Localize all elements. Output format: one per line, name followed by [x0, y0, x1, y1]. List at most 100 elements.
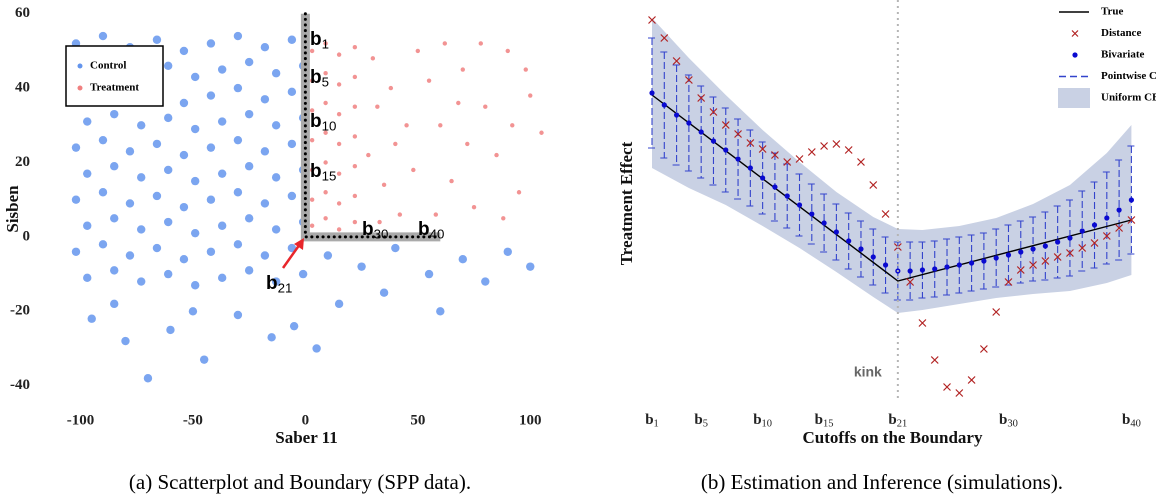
scatter-point: [71, 143, 81, 152]
error-bar: [943, 238, 952, 296]
scatter-point: [309, 137, 315, 143]
scatter-point: [426, 78, 432, 83]
distance-point: [672, 57, 681, 65]
scatter-point: [188, 307, 198, 316]
distance-point: [684, 76, 693, 84]
scatter-point: [260, 251, 270, 260]
scatter-point: [433, 212, 439, 217]
x-tick-label: b5: [694, 412, 708, 430]
scatter-point: [98, 240, 108, 249]
distance-point: [1102, 232, 1111, 240]
scatter-point: [110, 299, 119, 309]
legend-symbol: [1072, 52, 1078, 58]
scatter-point: [323, 190, 328, 195]
bivariate-point: [698, 129, 704, 135]
scatter-point: [166, 325, 175, 335]
scatter-point: [179, 202, 189, 212]
scatter-point: [323, 71, 328, 76]
scatter-point: [233, 83, 243, 93]
scatter-point: [352, 164, 358, 169]
distance-point: [771, 151, 779, 159]
uniform-band: [652, 18, 1132, 313]
scatter-point: [83, 221, 92, 230]
bivariate-point: [1042, 243, 1048, 249]
distance-point: [832, 140, 841, 148]
scatter-point: [352, 134, 358, 139]
bivariate-point: [833, 229, 839, 235]
scatter-point: [516, 190, 522, 195]
y-axis-label: Treatment Effect: [617, 141, 636, 265]
legend-symbol: [1058, 88, 1090, 108]
scatter-point: [352, 193, 358, 199]
error-bar: [881, 236, 890, 294]
legend-symbol: [1071, 30, 1079, 37]
scatter-point: [375, 104, 380, 109]
scatter-point: [393, 141, 398, 147]
legend-label: True: [1101, 6, 1124, 18]
bivariate-point: [821, 220, 827, 226]
scatter-point: [505, 48, 510, 54]
scatter-point: [137, 173, 146, 182]
plots: -100 -50 0 50 100 -40 -20 0 20 40 60 Saber 11 Sisben…: [3, 0, 1156, 494]
distance-point: [930, 356, 939, 364]
x-tick-label: 100: [519, 412, 542, 428]
scatter-point: [481, 277, 490, 286]
scatter-point: [336, 227, 342, 232]
bivariate-point: [968, 260, 975, 266]
bivariate-point: [772, 184, 778, 190]
scatter-point: [271, 173, 281, 182]
distance-point: [869, 181, 878, 189]
scatter-point: [391, 243, 400, 253]
scatter-point: [478, 41, 483, 46]
scatter-point: [125, 251, 135, 260]
error-bar: [967, 234, 976, 292]
scatter-point: [163, 113, 173, 123]
scatter-point: [244, 162, 254, 171]
bivariate-point: [760, 175, 766, 181]
boundary-label: b5: [310, 67, 329, 89]
scatter-point: [137, 225, 146, 234]
distance-point: [1078, 244, 1087, 252]
error-bar: [955, 236, 964, 294]
scatter-point: [352, 74, 358, 80]
scatter-point: [379, 288, 389, 297]
legend-label: Treatment: [90, 82, 139, 94]
distance-point: [660, 34, 669, 42]
distance-point: [906, 278, 915, 286]
distance-point: [648, 16, 656, 24]
distance-point: [820, 142, 829, 150]
distance-point: [979, 345, 988, 353]
scatter-point: [436, 307, 445, 316]
bivariate-point: [723, 147, 729, 153]
scatter-point: [260, 42, 270, 52]
scatter-point: [125, 199, 135, 208]
bivariate-point: [944, 264, 950, 270]
scatter-point: [458, 255, 467, 264]
distance-point: [721, 121, 730, 129]
scatter-point: [442, 41, 448, 46]
legend-label: Control: [90, 60, 126, 72]
legend-box: [65, 45, 164, 107]
distance-point: [1115, 224, 1124, 232]
scatter-point: [233, 188, 243, 197]
scatter-point: [336, 111, 342, 117]
legend-label: Uniform CB: [1101, 92, 1156, 104]
scatter-point: [190, 124, 200, 134]
x-tick-label: 50: [410, 412, 425, 428]
scatter-point: [233, 31, 243, 41]
scatter-point: [83, 273, 92, 283]
x-tick-label: b40: [1122, 412, 1141, 430]
x-tick-label: b30: [999, 412, 1018, 430]
bivariate-point: [673, 112, 680, 118]
y-tick-label: -20: [10, 303, 30, 319]
caption: (a) Scatterplot and Boundary (SPP data).: [129, 470, 471, 494]
scatter-point: [217, 65, 227, 74]
distance-point: [807, 148, 816, 156]
scatter-point: [438, 123, 443, 128]
scatter-point: [217, 117, 227, 126]
scatter-point: [137, 121, 146, 130]
bivariate-point: [932, 266, 938, 272]
scatter-point: [137, 277, 146, 286]
scatter-point: [287, 139, 297, 149]
